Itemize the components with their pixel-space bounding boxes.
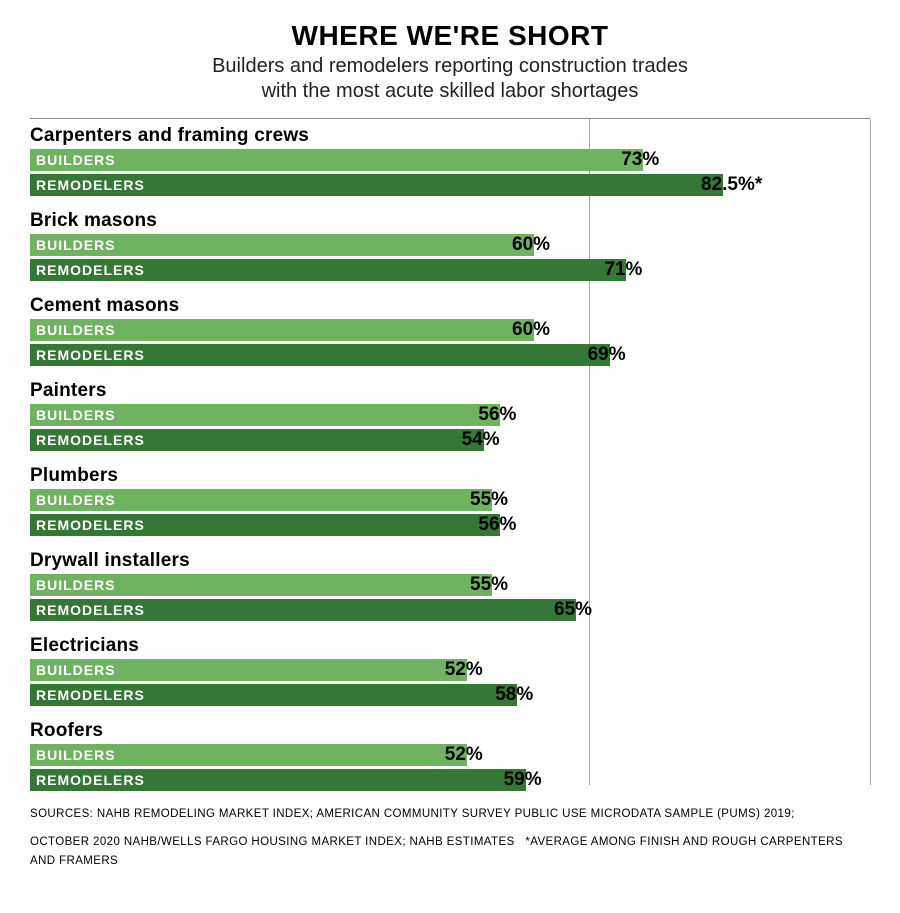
series-label: REMODELERS	[36, 174, 145, 196]
builders-bar: BUILDERS	[30, 404, 500, 426]
series-label: BUILDERS	[36, 319, 116, 341]
remodelers-bar: REMODELERS	[30, 259, 626, 281]
bar-row: BUILDERS 55%	[30, 574, 870, 596]
series-label: BUILDERS	[36, 489, 116, 511]
value-label: 59%	[504, 769, 542, 791]
series-label: REMODELERS	[36, 599, 145, 621]
gridline	[870, 119, 871, 785]
subtitle-line-2: with the most acute skilled labor shorta…	[262, 80, 639, 102]
bar-row: REMODELERS 58%	[30, 684, 870, 706]
series-label: REMODELERS	[36, 259, 145, 281]
remodelers-bar: REMODELERS	[30, 684, 517, 706]
trade-label: Roofers	[30, 720, 870, 742]
remodelers-bar: REMODELERS	[30, 514, 500, 536]
value-label: 58%	[495, 684, 533, 706]
value-label: 54%	[462, 429, 500, 451]
chart-container: WHERE WE'RE SHORT Builders and remodeler…	[0, 0, 900, 890]
series-label: REMODELERS	[36, 429, 145, 451]
trade-label: Plumbers	[30, 465, 870, 487]
series-label: BUILDERS	[36, 149, 116, 171]
bar-row: REMODELERS 54%	[30, 429, 870, 451]
trade-group: Carpenters and framing crewsBUILDERS 73% R…	[30, 125, 870, 196]
bar-row: REMODELERS 59%	[30, 769, 870, 791]
bar-chart: Carpenters and framing crewsBUILDERS73%R…	[30, 118, 870, 791]
value-label: 56%	[478, 514, 516, 536]
trade-group: Cement masonsBUILDERS 60% REMODELERS 69%	[30, 295, 870, 366]
remodelers-bar: REMODELERS	[30, 599, 576, 621]
bar-row: BUILDERS 55%	[30, 489, 870, 511]
bar-row: BUILDERS 60%	[30, 319, 870, 341]
series-label: REMODELERS	[36, 684, 145, 706]
bar-row: REMODELERS 65%	[30, 599, 870, 621]
builders-bar: BUILDERS	[30, 489, 492, 511]
value-label: 55%	[470, 489, 508, 511]
trade-group: RoofersBUILDERS 52% REMODELERS 59%	[30, 720, 870, 791]
value-label: 52%	[445, 744, 483, 766]
builders-bar: BUILDERS	[30, 744, 467, 766]
series-label: BUILDERS	[36, 404, 116, 426]
trade-label: Carpenters and framing crews	[30, 125, 870, 147]
chart-subtitle: Builders and remodelers reporting constr…	[30, 54, 870, 104]
value-label: 71%	[604, 259, 642, 281]
trade-group: ElectriciansBUILDERS 52% REMODELERS 58%	[30, 635, 870, 706]
value-label: 60%	[512, 319, 550, 341]
remodelers-bar: REMODELERS	[30, 344, 610, 366]
builders-bar: BUILDERS	[30, 149, 643, 171]
bar-row: REMODELERS 69%	[30, 344, 870, 366]
builders-bar: BUILDERS	[30, 319, 534, 341]
series-label: REMODELERS	[36, 769, 145, 791]
subtitle-line-1: Builders and remodelers reporting constr…	[212, 55, 688, 77]
bar-row: REMODELERS 82.5%*	[30, 174, 870, 196]
series-label: BUILDERS	[36, 659, 116, 681]
value-label: 56%	[478, 404, 516, 426]
bar-row: BUILDERS 52%	[30, 659, 870, 681]
plot-area: Carpenters and framing crewsBUILDERS73%R…	[30, 125, 870, 791]
trade-label: Cement masons	[30, 295, 870, 317]
trade-label: Electricians	[30, 635, 870, 657]
trade-label: Drywall installers	[30, 550, 870, 572]
trade-label: Brick masons	[30, 210, 870, 232]
value-label: 60%	[512, 234, 550, 256]
remodelers-bar: REMODELERS	[30, 769, 526, 791]
builders-bar: BUILDERS	[30, 234, 534, 256]
bar-row: BUILDERS 73%	[30, 149, 870, 171]
series-label: BUILDERS	[36, 574, 116, 596]
value-label: 52%	[445, 659, 483, 681]
bar-row: REMODELERS 56%	[30, 514, 870, 536]
value-label: 82.5%*	[701, 174, 762, 196]
bar-row: REMODELERS 71%	[30, 259, 870, 281]
series-label: REMODELERS	[36, 514, 145, 536]
bar-row: BUILDERS 56%	[30, 404, 870, 426]
value-label: 55%	[470, 574, 508, 596]
value-label: 73%	[621, 149, 659, 171]
series-label: REMODELERS	[36, 344, 145, 366]
trade-group: Drywall installersBUILDERS 55% REMODELERS 6…	[30, 550, 870, 621]
trade-group: PlumbersBUILDERS 55% REMODELERS 56%	[30, 465, 870, 536]
bar-row: BUILDERS 52%	[30, 744, 870, 766]
builders-bar: BUILDERS	[30, 574, 492, 596]
source-line-2: OCTOBER 2020 NAHB/WELLS FARGO HOUSING MA…	[30, 833, 870, 870]
builders-bar: BUILDERS	[30, 659, 467, 681]
value-label: 65%	[554, 599, 592, 621]
source-line-1: SOURCES: NAHB REMODELING MARKET INDEX; A…	[30, 805, 870, 823]
series-label: BUILDERS	[36, 234, 116, 256]
series-label: BUILDERS	[36, 744, 116, 766]
trade-label: Painters	[30, 380, 870, 402]
trade-group: PaintersBUILDERS 56% REMODELERS 54%	[30, 380, 870, 451]
value-label: 69%	[588, 344, 626, 366]
bar-row: BUILDERS 60%	[30, 234, 870, 256]
chart-title: WHERE WE'RE SHORT	[30, 20, 870, 52]
remodelers-bar: REMODELERS	[30, 429, 484, 451]
remodelers-bar: REMODELERS	[30, 174, 723, 196]
chart-footer: SOURCES: NAHB REMODELING MARKET INDEX; A…	[30, 805, 870, 870]
trade-group: Brick masonsBUILDERS 60% REMODELERS 71%	[30, 210, 870, 281]
